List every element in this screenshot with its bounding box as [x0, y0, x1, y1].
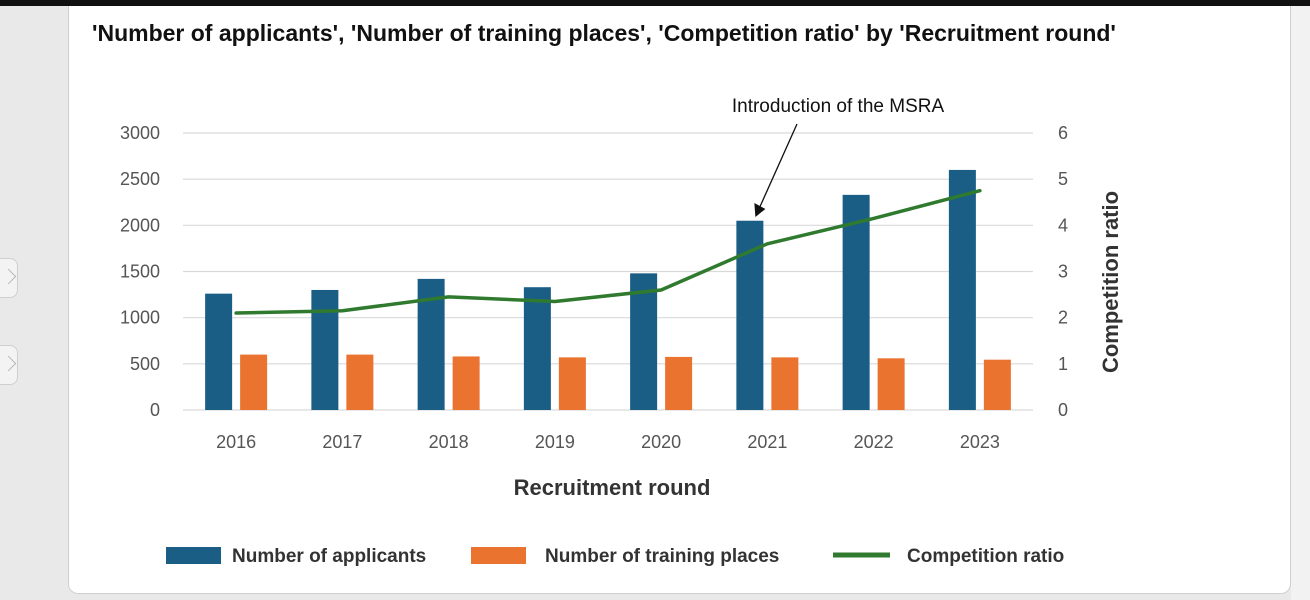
left-tick-label: 3000 — [120, 123, 160, 143]
right-tick-label: 2 — [1058, 308, 1068, 328]
annotation-arrow-line — [758, 123, 798, 209]
left-axis-ticks: 0 500 1000 1500 2000 2500 3000 — [120, 123, 160, 420]
line-series — [234, 188, 982, 315]
gridlines — [183, 132, 1033, 411]
legend-label: Number of training places — [545, 546, 779, 567]
annotation: Introduction of the MSRA — [732, 96, 945, 217]
x-tick-label: 2017 — [322, 432, 362, 452]
previous-nav-tab[interactable] — [0, 258, 18, 298]
right-tick-label: 5 — [1058, 169, 1068, 189]
bar — [205, 293, 233, 410]
right-tick-label: 4 — [1058, 215, 1068, 235]
bar — [240, 354, 268, 410]
chart-card — [68, 6, 1291, 594]
right-axis-ticks: 0 1 2 3 4 5 6 — [1058, 123, 1068, 420]
top-strip — [0, 0, 1310, 6]
chart-title: 'Number of applicants', 'Number of train… — [92, 20, 1116, 46]
left-tick-label: 1500 — [120, 262, 160, 282]
right-edge-panel — [1291, 6, 1310, 600]
x-tick-label: 2020 — [641, 432, 681, 452]
bar — [452, 356, 480, 410]
legend-swatch — [471, 547, 526, 564]
bar-series — [205, 169, 1011, 410]
x-axis-title: Recruitment round — [514, 475, 711, 500]
bar — [877, 358, 905, 410]
right-tick-label: 3 — [1058, 262, 1068, 282]
bar — [558, 357, 586, 410]
bar — [630, 273, 658, 410]
x-tick-label: 2016 — [216, 432, 256, 452]
left-tick-label: 2500 — [120, 169, 160, 189]
right-tick-label: 1 — [1058, 354, 1068, 374]
x-tick-label: 2022 — [854, 432, 894, 452]
bar — [948, 169, 976, 410]
bar — [346, 354, 374, 410]
legend: Number of applicants Number of training p… — [166, 546, 1064, 567]
x-tick-label: 2021 — [747, 432, 787, 452]
legend-swatch — [166, 547, 221, 564]
x-tick-label: 2023 — [960, 432, 1000, 452]
annotation-arrowhead — [754, 203, 766, 217]
x-tick-label: 2018 — [429, 432, 469, 452]
right-axis-title: Competition ratio — [1098, 191, 1123, 373]
left-tick-label: 500 — [130, 354, 160, 374]
annotation-label: Introduction of the MSRA — [732, 96, 945, 117]
bar — [983, 359, 1011, 410]
legend-label: Number of applicants — [232, 546, 426, 567]
left-tick-label: 1000 — [120, 308, 160, 328]
right-tick-label: 6 — [1058, 123, 1068, 143]
bar — [523, 287, 551, 410]
left-tick-label: 2000 — [120, 215, 160, 235]
bar — [665, 356, 693, 410]
legend-label: Competition ratio — [907, 546, 1064, 567]
bar — [771, 357, 799, 410]
x-axis-ticks: 2016 2017 2018 2019 2020 2021 2022 2023 — [216, 432, 1000, 452]
left-tick-label: 0 — [150, 400, 160, 420]
right-tick-label: 0 — [1058, 400, 1068, 420]
bar — [842, 194, 870, 410]
next-nav-tab[interactable] — [0, 345, 18, 385]
competition-ratio-line — [234, 188, 982, 315]
x-tick-label: 2019 — [535, 432, 575, 452]
bar — [311, 289, 339, 410]
